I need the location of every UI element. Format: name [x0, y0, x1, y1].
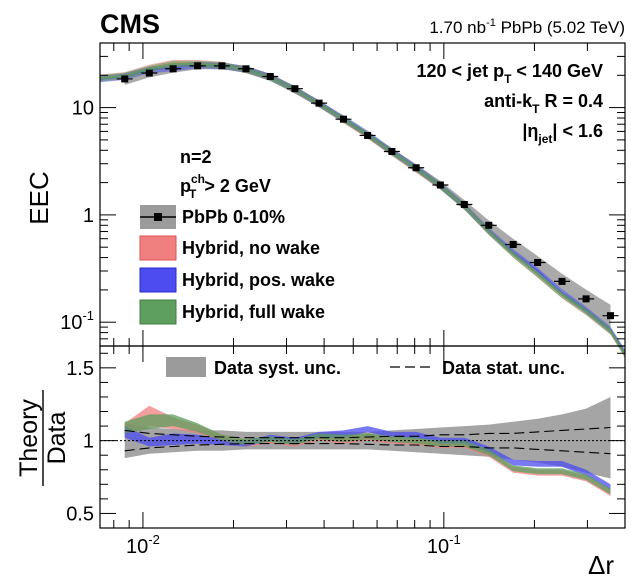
bottom-legend: Data syst. unc. Data stat. unc.: [166, 357, 565, 378]
legend-entry-no-wake: Hybrid, no wake: [139, 235, 320, 261]
y-tick-label: 10-1: [60, 308, 94, 334]
bottom-panel-frame: [99, 345, 626, 529]
top-plot-area: [99, 59, 626, 358]
legend-label-no-wake: Hybrid, no wake: [182, 238, 320, 258]
data-point: [509, 240, 517, 248]
data-point: [460, 200, 468, 208]
ratio-stat-lower: [124, 443, 611, 455]
data-point: [169, 65, 177, 73]
bottom-axes: 0.5 1 1.5 10-2 10-1: [66, 346, 626, 558]
algo-post: R = 0.4: [539, 91, 603, 111]
legend-label-pos-wake: Hybrid, pos. wake: [182, 270, 335, 290]
experiment-label: CMS: [100, 9, 160, 39]
data-point: [266, 72, 274, 80]
track-pt-selection: pch T > 2 GeV: [180, 172, 271, 201]
jetpt-pre: 120 < jet p: [417, 61, 505, 81]
legend-swatch-pos-wake: [139, 267, 177, 293]
data-point: [436, 181, 444, 189]
top-panel-frame: [99, 42, 626, 347]
bottom-panel: 0.5 1 1.5 10-2 10-1 Theory Data Δr Data syst…: [15, 345, 626, 579]
legend-label-full-wake: Hybrid, full wake: [182, 302, 325, 322]
eta-selection: |ηjet| < 1.6: [522, 121, 603, 146]
data-point: [582, 295, 590, 303]
data-point: [145, 69, 153, 77]
algo-pre: anti-k: [484, 91, 533, 111]
algorithm-selection: anti-kT R = 0.4: [484, 91, 603, 116]
lumi-exponent: -1: [486, 17, 496, 29]
lumi-value: 1.70 nb: [429, 18, 486, 37]
ratio-denominator: Data: [43, 412, 71, 465]
bottom-plot-area: [100, 397, 625, 496]
ratio-numerator: Theory: [15, 399, 43, 477]
eta-sub: jet: [537, 132, 552, 146]
trk-sub: T: [189, 187, 197, 201]
trk-post: > 2 GeV: [199, 176, 271, 196]
top-legend: PbPb 0-10% Hybrid, no wake Hybrid, pos. …: [139, 205, 335, 325]
bottom-y-axis-label: Theory Data: [15, 390, 71, 486]
top-axes: 10-1 1 10: [60, 42, 626, 347]
jetpt-post: < 140 GeV: [511, 61, 603, 81]
jetpt-sub: T: [504, 72, 512, 86]
jet-pt-selection: 120 < jet pT < 140 GeV: [417, 61, 603, 86]
legend-entry-data: PbPb 0-10%: [140, 205, 285, 229]
eta-pre: |η: [522, 121, 538, 141]
lumi-rest: PbPb (5.02 TeV): [496, 18, 625, 37]
data-point: [121, 75, 129, 83]
data-point: [364, 131, 372, 139]
legend-entry-pos-wake: Hybrid, pos. wake: [139, 267, 335, 293]
trk-pre: p: [180, 176, 191, 196]
data-point: [485, 221, 493, 229]
data-point: [558, 277, 566, 285]
legend-label-stat-unc: Data stat. unc.: [442, 358, 565, 378]
x-axis-label: Δr: [588, 550, 614, 579]
legend-label-data: PbPb 0-10%: [182, 207, 285, 227]
selection-text: 120 < jet pT < 140 GeV anti-kT R = 0.4 |…: [180, 61, 603, 201]
data-point: [194, 62, 202, 70]
x-tick-label: 10-1: [427, 532, 461, 558]
data-point: [315, 99, 323, 107]
luminosity-label: 1.70 nb-1 PbPb (5.02 TeV): [429, 17, 625, 37]
y-tick-label: 0.5: [66, 503, 94, 525]
algo-sub: T: [532, 102, 540, 116]
y-tick-label: 1: [83, 431, 94, 453]
top-y-axis-label: EEC: [24, 171, 54, 224]
data-point: [534, 259, 542, 267]
data-point: [607, 312, 615, 320]
data-point: [339, 115, 347, 123]
n-label: n=2: [180, 147, 212, 167]
legend-swatch-no-wake: [139, 235, 177, 261]
trk-sup: ch: [191, 172, 205, 186]
legend-swatch-full-wake: [139, 299, 177, 325]
legend-swatch-data-marker: [154, 213, 162, 221]
ratio-full-wake-band: [124, 414, 611, 495]
x-tick-label: 10-2: [126, 532, 160, 558]
data-point: [412, 164, 420, 172]
legend-label-syst-unc: Data syst. unc.: [214, 358, 341, 378]
eta-post: | < 1.6: [552, 121, 603, 141]
data-point: [291, 85, 299, 93]
y-tick-label: 1: [83, 205, 94, 227]
data-point: [218, 62, 226, 70]
legend-entry-full-wake: Hybrid, full wake: [139, 299, 325, 325]
data-point: [242, 65, 250, 73]
data-point: [388, 147, 396, 155]
ratio-stat-upper: [124, 426, 611, 439]
y-tick-label: 10: [72, 98, 94, 120]
legend-swatch-data-syst-unc: [166, 357, 206, 377]
y-tick-label: 1.5: [66, 358, 94, 380]
